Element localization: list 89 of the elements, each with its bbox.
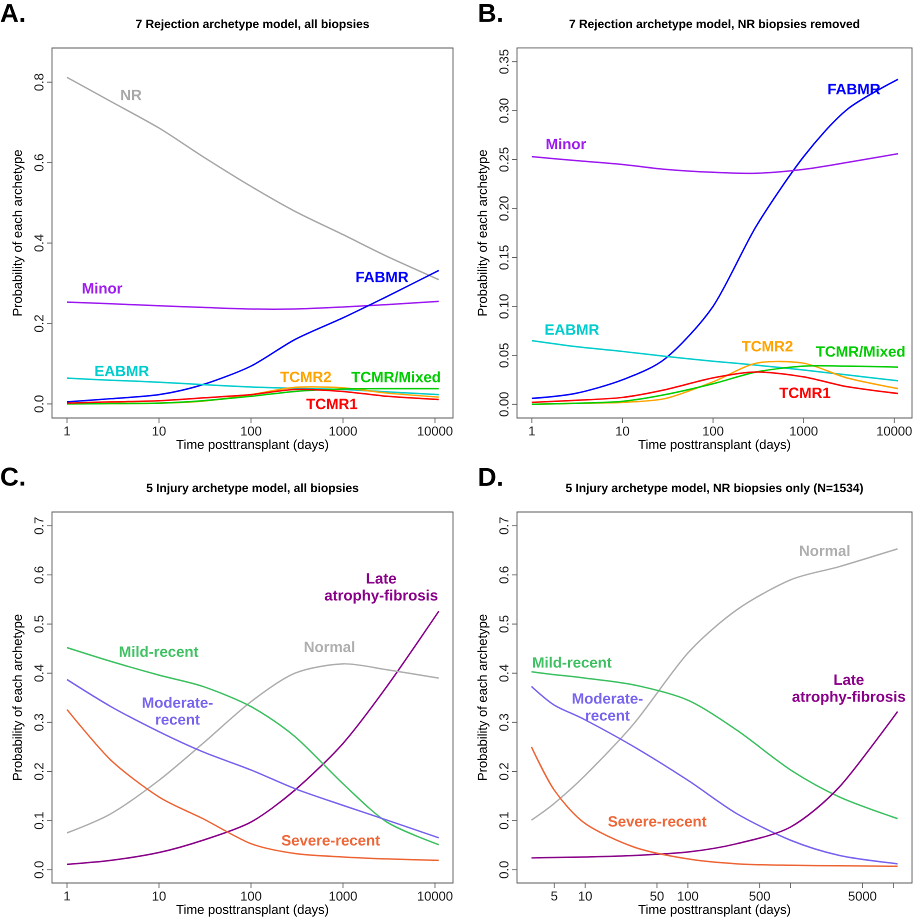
- series-label: Normal: [304, 641, 354, 652]
- series-label: TCMR2: [280, 372, 331, 382]
- y-axis-title: Probability of each archetype: [477, 614, 490, 780]
- x-tick-label: 100: [241, 892, 262, 901]
- series-label: Mild-recent: [533, 656, 612, 668]
- series-label: NR: [121, 90, 142, 100]
- series-label: TCMR1: [306, 398, 358, 410]
- series-label: EABMR: [546, 324, 599, 335]
- y-tick-label: 0.0: [34, 861, 44, 878]
- x-axis-title: Time posttransplant (days): [176, 440, 328, 452]
- series-label: TCMR/Mixed: [816, 346, 904, 357]
- x-tick-label: 100: [241, 426, 262, 436]
- y-axis-title: Probability of each archetype: [12, 150, 24, 316]
- series-label: FABMR: [356, 272, 408, 282]
- series-label: Mild-recent: [120, 646, 198, 657]
- y-tick-label: 0.1: [34, 812, 44, 830]
- x-tick-label: 100: [703, 426, 724, 436]
- y-tick-label: 0.3: [499, 714, 508, 731]
- series-label: Severe-recent: [282, 835, 380, 846]
- y-tick-label: 0.7: [34, 517, 44, 534]
- x-tick-label: 1: [64, 892, 70, 900]
- y-tick-label: 0.15: [499, 245, 509, 270]
- series-label: Normal: [800, 545, 850, 556]
- y-tick-label: 0.00: [499, 392, 509, 416]
- y-tick-label: 0.7: [499, 517, 508, 534]
- y-tick-label: 0.6: [499, 566, 508, 584]
- x-tick-label: 500: [749, 892, 770, 901]
- x-tick-label: 1: [529, 426, 535, 436]
- text: B.: [479, 4, 502, 22]
- y-axis-title: Probability of each archetype: [477, 150, 490, 316]
- x-tick-label: 5000: [848, 892, 876, 901]
- chart-title: 5 Injury archetype model, all biopsies: [146, 483, 358, 495]
- x-tick-label: 10: [152, 426, 166, 436]
- y-tick-label: 0.0: [499, 861, 508, 878]
- x-tick-label: 10: [578, 892, 592, 901]
- y-tick-label: 0.6: [34, 566, 44, 584]
- x-tick-label: 10000: [418, 892, 452, 901]
- x-axis-title: Time posttransplant (days): [638, 440, 790, 452]
- series-label: Severe-recent: [608, 816, 706, 827]
- x-tick-label: 5: [551, 892, 558, 901]
- y-tick-label: 0.3: [34, 714, 44, 731]
- series-label: TCMR2: [742, 340, 793, 352]
- y-tick-label: 0.1: [499, 812, 508, 830]
- y-tick-label: 0.8: [34, 74, 44, 91]
- chart-title: 5 Injury archetype model, NR biopsies only (N=1534): [566, 483, 863, 495]
- series-label: TCMR/Mixed: [351, 371, 440, 382]
- y-axis-title: Probability of each archetype: [12, 614, 24, 780]
- y-tick-label: 0.35: [499, 50, 509, 74]
- y-tick-label: 0.2: [34, 763, 44, 780]
- y-tick-label: 0.2: [34, 315, 44, 332]
- series-label: FABMR: [828, 84, 880, 94]
- y-tick-label: 0.6: [34, 154, 44, 172]
- text: A.: [0, 4, 24, 22]
- y-tick-label: 0.5: [34, 616, 44, 633]
- text: C.: [1, 467, 24, 486]
- series-label: Moderate-recent: [572, 692, 643, 721]
- x-tick-label: 1000: [330, 892, 357, 901]
- series-label: TCMR1: [779, 388, 830, 398]
- y-tick-label: 0.4: [499, 664, 508, 682]
- chart-title: 7 Rejection archetype model, NR biopsies removed: [570, 19, 860, 30]
- x-tick-label: 10: [616, 426, 630, 436]
- y-tick-label: 0.0: [34, 395, 44, 412]
- series-label: Late atrophy-fibrosis: [324, 573, 438, 604]
- x-tick-label: 1000: [330, 426, 357, 436]
- y-tick-label: 0.05: [499, 343, 509, 368]
- x-tick-label: 10000: [877, 426, 912, 436]
- y-tick-label: 0.4: [34, 234, 44, 252]
- chart-title: 7 Rejection archetype model, all biopsies: [136, 19, 369, 31]
- y-tick-label: 0.30: [499, 98, 509, 123]
- x-axis-title: Time posttransplant (days): [638, 904, 790, 917]
- y-tick-label: 0.25: [499, 148, 509, 172]
- y-tick-label: 0.10: [499, 294, 509, 319]
- x-tick-label: 50: [650, 892, 664, 901]
- y-tick-label: 0.4: [34, 664, 44, 682]
- x-tick-label: 1: [64, 426, 70, 436]
- y-tick-label: 0.20: [499, 196, 509, 221]
- series-label: Minor: [82, 282, 122, 294]
- y-tick-label: 0.2: [499, 763, 508, 780]
- x-tick-label: 10: [152, 892, 166, 901]
- x-axis-title: Time posttransplant (days): [176, 904, 328, 917]
- series-label: Minor: [546, 138, 586, 150]
- series-label: Late atrophy-fibrosis: [792, 674, 906, 705]
- series-label: EABMR: [95, 366, 149, 376]
- x-tick-label: 10000: [418, 426, 452, 436]
- text: D.: [479, 468, 502, 486]
- x-tick-label: 1000: [790, 426, 818, 436]
- y-tick-label: 0.5: [499, 616, 508, 633]
- series-label: Moderate-recent: [142, 696, 213, 725]
- x-tick-label: 100: [678, 892, 698, 901]
